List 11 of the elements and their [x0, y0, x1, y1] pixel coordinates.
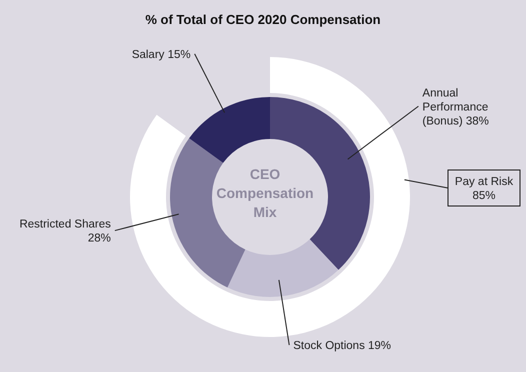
- chart-title: % of Total of CEO 2020 Compensation: [144, 12, 382, 27]
- slice-label: Stock Options 19%: [293, 340, 392, 352]
- slice-label: Salary 15%: [132, 48, 191, 61]
- donut-slice: [189, 97, 270, 163]
- slice-label: Pay at Risk: [454, 176, 514, 188]
- text: CEO Compensation Mix: [216, 166, 314, 220]
- data-label: 85%: [472, 190, 496, 202]
- data-label: 28%: [88, 232, 111, 245]
- slice-label: Annual Performance (Bonus) 38%: [422, 87, 489, 128]
- donut-slice: [227, 239, 338, 297]
- slice-label: Restricted Shares: [19, 218, 112, 231]
